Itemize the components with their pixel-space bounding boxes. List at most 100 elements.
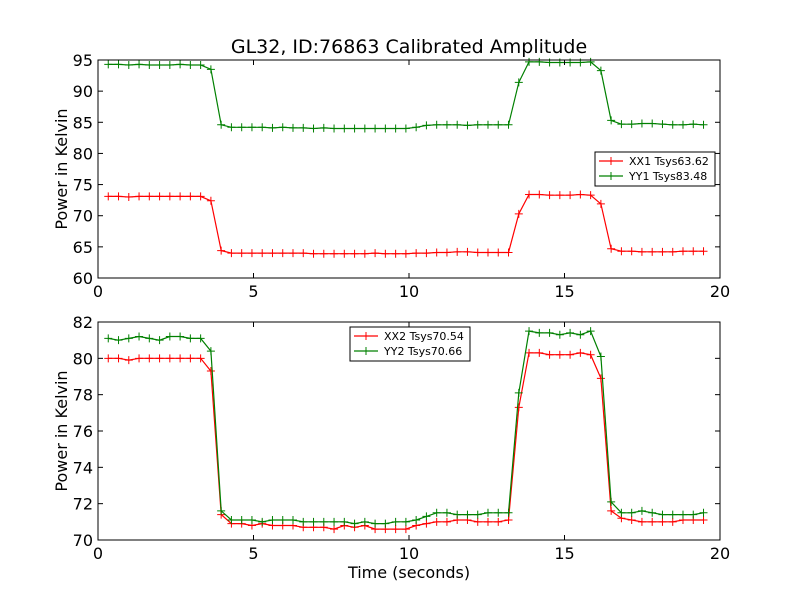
top-x-tick-label: 5 — [248, 282, 258, 301]
bottom-y-tick-label: 76 — [73, 422, 93, 441]
top-series-1-point — [309, 249, 318, 258]
bottom-legend-marker — [362, 332, 370, 340]
top-series-1-point — [340, 249, 349, 258]
bottom-series-2-point — [124, 334, 133, 343]
bottom-plot: 0 5 10 15 20 70 72 74 76 78 80 82 Time (seconds) Powe… — [52, 313, 730, 582]
bottom-series-2-point — [186, 334, 195, 343]
top-legend-label: XX1 Tsys63.62 — [629, 155, 709, 168]
top-series-2-point — [247, 123, 256, 132]
bottom-series-2-point — [576, 330, 585, 339]
bottom-series-1-point — [473, 517, 482, 526]
bottom-series-1-point — [196, 354, 205, 363]
top-series-2-point — [206, 65, 215, 74]
bottom-y-tick-label: 82 — [73, 313, 93, 332]
bottom-series-1-point — [401, 525, 410, 534]
bottom-series-2-point — [627, 508, 636, 517]
top-series-2-point — [504, 120, 513, 129]
top-series-1-point — [566, 191, 575, 200]
bottom-series-2-point — [227, 516, 236, 525]
bottom-x-tick-label: 20 — [710, 544, 730, 563]
bottom-series-1-point — [545, 350, 554, 359]
bottom-series-2-point — [566, 328, 575, 337]
bottom-series-2-point — [155, 336, 164, 345]
top-series-1-point — [381, 249, 390, 258]
top-series-2-point — [145, 60, 154, 69]
bottom-series-2-point — [514, 388, 523, 397]
bottom-legend-marker — [362, 347, 370, 355]
bottom-series-2-point — [217, 506, 226, 515]
bottom-series-2-point — [658, 510, 667, 519]
top-series-2-point — [453, 120, 462, 129]
bottom-series-1-point — [576, 348, 585, 357]
top-x-tick-label: 15 — [554, 282, 574, 301]
top-series-1-point — [391, 249, 400, 258]
bottom-series-2-point — [535, 328, 544, 337]
top-legend-marker — [607, 172, 615, 180]
top-series-1-point — [699, 247, 708, 256]
bottom-y-axis-label: Power in Kelvin — [52, 370, 71, 491]
bottom-series-1-point — [514, 403, 523, 412]
top-series-2-point — [596, 66, 605, 75]
top-series-1-point — [165, 192, 174, 201]
top-series-2-point — [637, 119, 646, 128]
top-series-1-point — [658, 247, 667, 256]
bottom-series-2-point — [473, 510, 482, 519]
bottom-x-axis-label: Time (seconds) — [347, 563, 470, 582]
bottom-series-2-point — [330, 517, 339, 526]
top-series-1-point — [247, 249, 256, 258]
top-series-1-point — [206, 196, 215, 205]
top-series-1-point — [330, 249, 339, 258]
bottom-series-1-point — [391, 525, 400, 534]
bottom-series-1-point — [555, 350, 564, 359]
bottom-series-1-point — [124, 356, 133, 365]
top-series-2-point — [678, 120, 687, 129]
top-series-2-point — [514, 78, 523, 87]
top-series-1-point — [278, 249, 287, 258]
bottom-series-2-point — [381, 519, 390, 528]
top-series-1-point — [371, 249, 380, 258]
top-series-2-point — [176, 60, 185, 69]
bottom-x-tick-label: 15 — [554, 544, 574, 563]
top-series-1-point — [607, 244, 616, 253]
top-y-axis-label: Power in Kelvin — [52, 108, 71, 229]
top-series-2-point — [309, 124, 318, 133]
bottom-series-2-point — [104, 334, 113, 343]
top-series-1-point — [576, 190, 585, 199]
top-series-1-point — [299, 249, 308, 258]
bottom-series-2-point — [453, 510, 462, 519]
bottom-series-2-point — [145, 334, 154, 343]
bottom-series-2-point — [278, 516, 287, 525]
bottom-series-2-point — [545, 328, 554, 337]
top-series-2-point — [340, 124, 349, 133]
bottom-series-2-point — [258, 517, 267, 526]
top-series-2-point — [473, 120, 482, 129]
top-series-1-point — [432, 248, 441, 257]
top-series-1-point — [422, 249, 431, 258]
bottom-series-1-point — [206, 367, 215, 376]
top-series-1-point — [514, 209, 523, 218]
bottom-series-2-point — [432, 508, 441, 517]
bottom-series-1-point — [668, 517, 677, 526]
bottom-series-2-point — [463, 510, 472, 519]
bottom-series-2-point — [401, 517, 410, 526]
top-y-tick-label: 90 — [73, 82, 93, 101]
bottom-y-tick-label: 72 — [73, 495, 93, 514]
bottom-series-2-point — [504, 508, 513, 517]
top-series-1-point — [217, 246, 226, 255]
bottom-series-1-point — [607, 506, 616, 515]
top-series-2-point — [258, 123, 267, 132]
top-series-2-point — [525, 57, 534, 66]
bottom-series-2-point — [422, 512, 431, 521]
top-series-1-point — [483, 248, 492, 257]
bottom-series-2-point — [299, 517, 308, 526]
bottom-legend-label: YY2 Tsys70.66 — [383, 345, 462, 358]
bottom-series-2-point — [699, 508, 708, 517]
top-series-1-point — [442, 248, 451, 257]
top-series-2-point — [217, 120, 226, 129]
top-series-1-point — [319, 249, 328, 258]
top-series-2-point — [288, 123, 297, 132]
top-series-1-point — [586, 191, 595, 200]
bottom-series-2-point — [648, 508, 657, 517]
top-series-1-point — [494, 248, 503, 257]
